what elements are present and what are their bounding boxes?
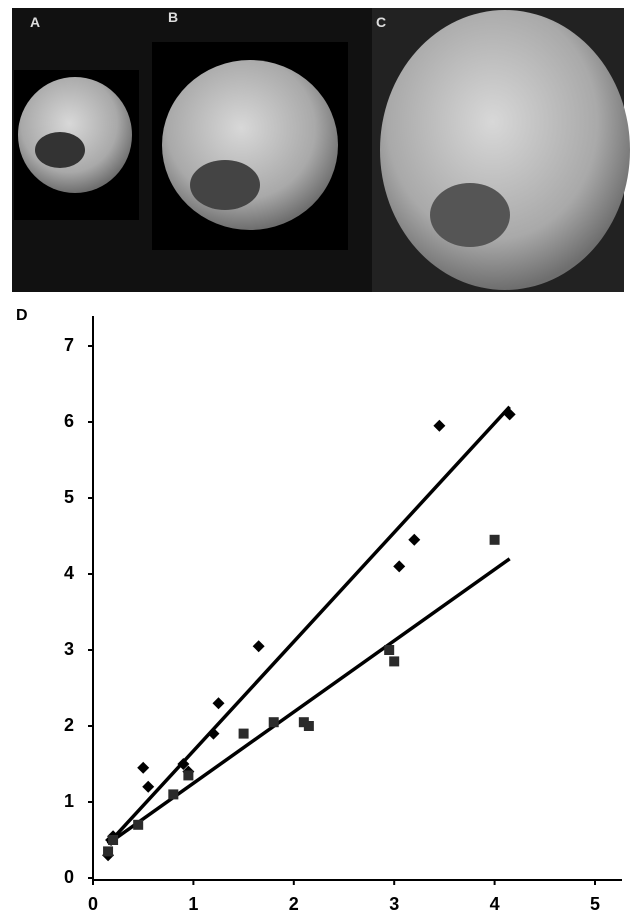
figure: A B C D 0 1 2 3 4 5 6 7 0 1 2 3 4 5	[0, 0, 630, 919]
y-tick-label: 5	[64, 487, 74, 507]
y-tick-label: 6	[64, 411, 74, 431]
square-point	[384, 645, 394, 655]
diamond-point	[393, 560, 405, 572]
square-point	[389, 656, 399, 666]
y-tick-label: 2	[64, 715, 74, 735]
x-tick-label: 4	[490, 894, 500, 914]
trend-line	[108, 407, 510, 844]
panel-label: C	[376, 14, 386, 30]
x-tick-label: 5	[590, 894, 600, 914]
diamond-point	[253, 640, 265, 652]
y-tick-label: 4	[64, 563, 74, 583]
photo-strip: A B C	[12, 8, 630, 292]
plot: 0 1 2 3 4 5 6 7 0 1 2 3 4 5	[64, 335, 600, 914]
y-tick-label: 0	[64, 867, 74, 887]
square-point	[108, 835, 118, 845]
square-point	[239, 729, 249, 739]
panel-label: D	[16, 307, 28, 324]
panel-label: A	[30, 14, 40, 30]
x-tick-label: 3	[389, 894, 399, 914]
square-point	[103, 846, 113, 856]
square-point	[133, 820, 143, 830]
square-point	[304, 721, 314, 731]
square-point	[168, 789, 178, 799]
embryo-c-detail	[430, 183, 510, 247]
embryo-a-detail	[35, 132, 85, 168]
embryo-c	[380, 10, 630, 290]
x-tick-label: 1	[188, 894, 198, 914]
diamond-point	[433, 420, 445, 432]
y-tick-label: 7	[64, 335, 74, 355]
square-point	[490, 535, 500, 545]
x-tick-label: 0	[88, 894, 98, 914]
diamond-point	[408, 534, 420, 546]
x-tick-label: 2	[289, 894, 299, 914]
diamond-point	[207, 728, 219, 740]
diamond-point	[142, 781, 154, 793]
embryo-b	[162, 60, 338, 230]
square-point	[269, 717, 279, 727]
y-tick-label: 3	[64, 639, 74, 659]
diamond-point	[213, 697, 225, 709]
diamond-point	[137, 762, 149, 774]
square-point	[183, 770, 193, 780]
embryo-a	[18, 77, 132, 193]
trend-line	[108, 559, 510, 844]
panel-label: B	[168, 9, 178, 25]
y-tick-label: 1	[64, 791, 74, 811]
embryo-b-detail	[190, 160, 260, 210]
